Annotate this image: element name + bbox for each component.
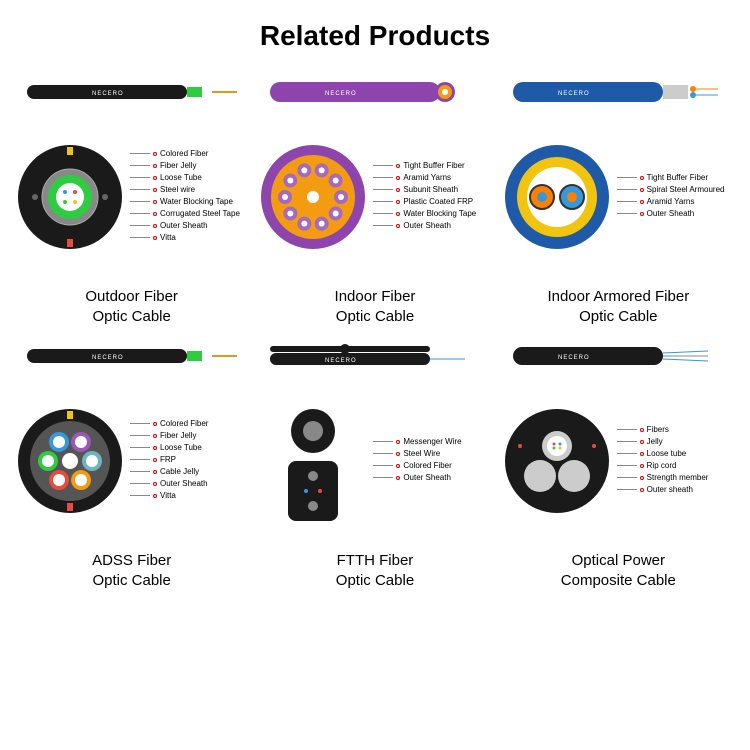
diagram-label: Plastic Coated FRP: [373, 197, 491, 206]
diagram-area: Messenger Wire Steel Wire Colored Fiber Out…: [258, 381, 491, 541]
diagram-label: FRP: [130, 455, 248, 464]
diagram-label: Loose Tube: [130, 173, 248, 182]
svg-text:NECERO: NECERO: [325, 91, 357, 97]
cable-side-view: NECERO: [258, 341, 491, 371]
product-grid: NECERO Colored Fiber Fiber Jelly Loose Tub…: [15, 77, 735, 590]
diagram-label: Steel wire: [130, 185, 248, 194]
diagram-label: Outer Sheath: [130, 221, 248, 230]
diagram-label: Tight Buffer Fiber: [373, 161, 491, 170]
product-card[interactable]: NECERO Tight Buffer Fiber Spiral Steel Ar…: [502, 77, 735, 326]
cross-section-icon: [502, 142, 612, 252]
cable-side-view: NECERO: [15, 77, 248, 107]
product-card[interactable]: NECERO Messenger Wire Steel Wire Colored F…: [258, 341, 491, 590]
diagram-label: Outer Sheath: [130, 479, 248, 488]
diagram-label: Water Blocking Tape: [130, 197, 248, 206]
diagram-label: Outer sheath: [617, 485, 735, 494]
product-name: Indoor FiberOptic Cable: [335, 287, 416, 326]
svg-text:NECERO: NECERO: [558, 355, 590, 361]
diagram-label: Outer Sheath: [373, 221, 491, 230]
diagram-label: Tight Buffer Fiber: [617, 173, 735, 182]
cross-section-icon: [15, 142, 125, 252]
product-card[interactable]: NECERO Fibers Jelly Loose tube Rip cord Stre…: [502, 341, 735, 590]
cross-section-icon: [502, 406, 612, 516]
diagram-label: Colored Fiber: [373, 461, 491, 470]
cable-side-view: NECERO: [502, 77, 735, 107]
label-list: Fibers Jelly Loose tube Rip cord Strength me…: [612, 425, 735, 497]
cable-side-view: NECERO: [15, 341, 248, 371]
svg-text:NECERO: NECERO: [92, 355, 124, 361]
diagram-label: Spiral Steel Armoured: [617, 185, 735, 194]
svg-text:NECERO: NECERO: [92, 91, 124, 97]
diagram-label: Vitta: [130, 491, 248, 500]
cable-side-view: NECERO: [502, 341, 735, 371]
diagram-label: Corrugated Steel Tape: [130, 209, 248, 218]
diagram-label: Outer Sheath: [617, 209, 735, 218]
diagram-label: Cable Jelly: [130, 467, 248, 476]
label-list: Tight Buffer Fiber Aramid Yarns Subunit Sh…: [368, 161, 491, 233]
label-list: Colored Fiber Fiber Jelly Loose Tube FRP Cab…: [125, 419, 248, 503]
diagram-label: Fiber Jelly: [130, 161, 248, 170]
diagram-label: Strength member: [617, 473, 735, 482]
svg-text:NECERO: NECERO: [558, 91, 590, 97]
diagram-label: Steel Wire: [373, 449, 491, 458]
diagram-label: Colored Fiber: [130, 419, 248, 428]
label-list: Colored Fiber Fiber Jelly Loose Tube Steel …: [125, 149, 248, 245]
diagram-area: Tight Buffer Fiber Spiral Steel Armoured A…: [502, 117, 735, 277]
product-name: ADSS FiberOptic Cable: [92, 551, 171, 590]
product-card[interactable]: NECERO Tight Buffer Fiber Aramid Yarns Sub…: [258, 77, 491, 326]
product-name: Indoor Armored FiberOptic Cable: [547, 287, 689, 326]
product-name: FTTH FiberOptic Cable: [336, 551, 414, 590]
diagram-label: Outer Sheath: [373, 473, 491, 482]
product-name: Outdoor FiberOptic Cable: [85, 287, 178, 326]
diagram-area: Colored Fiber Fiber Jelly Loose Tube Steel …: [15, 117, 248, 277]
diagram-label: Aramid Yarns: [617, 197, 735, 206]
diagram-area: Colored Fiber Fiber Jelly Loose Tube FRP Cab…: [15, 381, 248, 541]
cable-side-view: NECERO: [258, 77, 491, 107]
diagram-label: Subunit Sheath: [373, 185, 491, 194]
diagram-label: Loose tube: [617, 449, 735, 458]
product-card[interactable]: NECERO Colored Fiber Fiber Jelly Loose Tub…: [15, 341, 248, 590]
svg-text:NECERO: NECERO: [325, 358, 357, 364]
product-card[interactable]: NECERO Colored Fiber Fiber Jelly Loose Tub…: [15, 77, 248, 326]
diagram-label: Vitta: [130, 233, 248, 242]
diagram-area: Tight Buffer Fiber Aramid Yarns Subunit Sh…: [258, 117, 491, 277]
cross-section-icon: [258, 406, 368, 516]
diagram-label: Colored Fiber: [130, 149, 248, 158]
cross-section-icon: [258, 142, 368, 252]
diagram-label: Fiber Jelly: [130, 431, 248, 440]
diagram-label: Loose Tube: [130, 443, 248, 452]
label-list: Tight Buffer Fiber Spiral Steel Armoured A…: [612, 173, 735, 221]
label-list: Messenger Wire Steel Wire Colored Fiber Out…: [368, 437, 491, 485]
diagram-area: Fibers Jelly Loose tube Rip cord Strength me…: [502, 381, 735, 541]
page-title: Related Products: [15, 20, 735, 52]
diagram-label: Jelly: [617, 437, 735, 446]
diagram-label: Water Blocking Tape: [373, 209, 491, 218]
product-name: Optical PowerComposite Cable: [561, 551, 676, 590]
diagram-label: Rip cord: [617, 461, 735, 470]
cross-section-icon: [15, 406, 125, 516]
diagram-label: Messenger Wire: [373, 437, 491, 446]
diagram-label: Fibers: [617, 425, 735, 434]
diagram-label: Aramid Yarns: [373, 173, 491, 182]
